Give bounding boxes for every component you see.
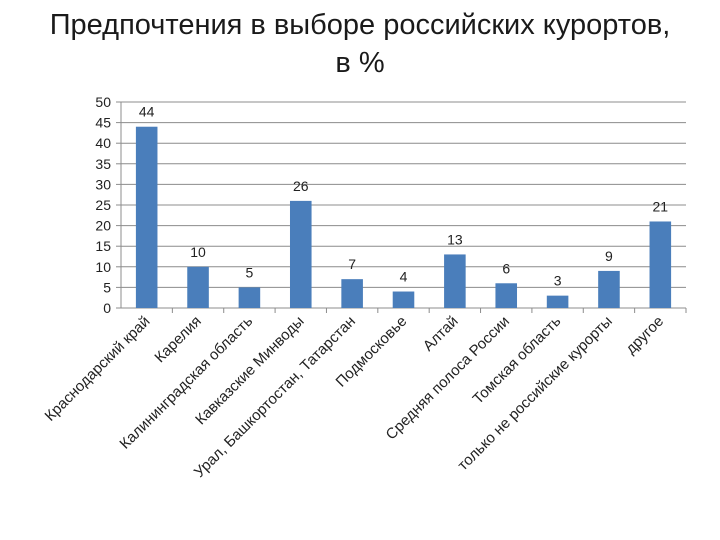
bar xyxy=(392,291,415,308)
category-label: Томская область xyxy=(470,313,565,408)
bar xyxy=(546,295,569,308)
chart-title: Предпочтения в выборе российских курорто… xyxy=(0,6,720,82)
data-label: 9 xyxy=(605,248,613,264)
chart-title-line-2: в % xyxy=(335,47,385,79)
y-tick-label: 30 xyxy=(95,176,111,192)
data-label: 7 xyxy=(348,256,356,272)
y-tick-label: 25 xyxy=(95,197,111,213)
bar xyxy=(598,270,620,308)
bar xyxy=(495,283,518,308)
data-label: 44 xyxy=(139,104,155,120)
data-label: 3 xyxy=(554,273,562,289)
y-tick-label: 50 xyxy=(95,94,111,110)
data-label: 5 xyxy=(246,264,254,280)
data-label: 21 xyxy=(653,198,669,214)
data-label: 6 xyxy=(502,260,510,276)
bar xyxy=(135,126,158,308)
bar xyxy=(238,287,261,308)
data-label: 13 xyxy=(447,231,463,247)
category-label: Краснодарский край xyxy=(42,313,154,425)
chart-title-line-1: Предпочтения в выборе российских курорто… xyxy=(49,9,671,41)
data-label: 10 xyxy=(190,244,206,260)
y-tick-label: 15 xyxy=(95,238,111,254)
y-tick-label: 40 xyxy=(95,135,111,151)
y-tick-label: 5 xyxy=(103,279,111,295)
bar xyxy=(187,266,209,308)
category-label: Алтай xyxy=(420,313,462,355)
y-tick-label: 20 xyxy=(95,218,111,234)
data-label: 4 xyxy=(400,269,408,285)
y-tick-label: 0 xyxy=(103,300,111,316)
bar xyxy=(289,200,312,308)
y-tick-label: 35 xyxy=(95,156,111,172)
y-tick-label: 45 xyxy=(95,115,111,131)
data-label: 26 xyxy=(293,178,309,194)
bar xyxy=(649,221,672,308)
category-label: другое xyxy=(622,313,667,358)
y-tick-label: 10 xyxy=(95,259,111,275)
bar xyxy=(444,254,466,308)
bar xyxy=(341,279,363,308)
category-label: Карелия xyxy=(151,313,204,366)
